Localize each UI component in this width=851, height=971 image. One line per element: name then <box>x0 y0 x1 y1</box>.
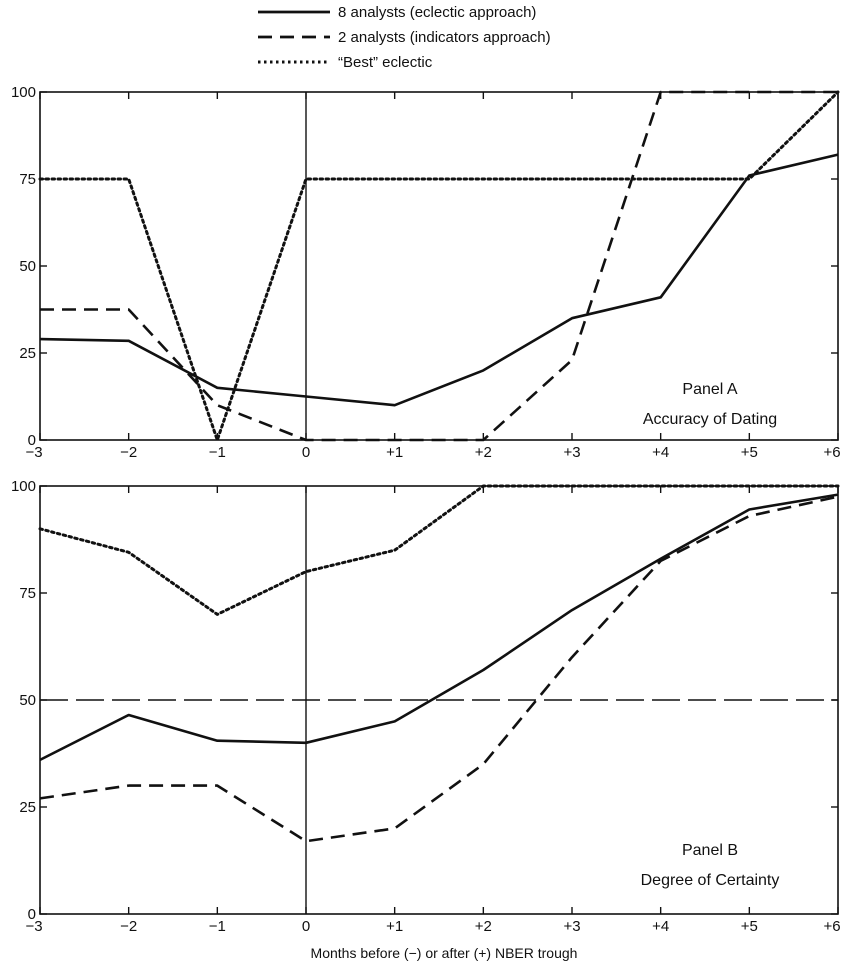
legend: 8 analysts (eclectic approach) 2 analyst… <box>258 4 551 71</box>
x-tick-label: −2 <box>120 444 137 461</box>
x-tick-label: +6 <box>823 918 840 935</box>
legend-item-dotted: “Best” eclectic <box>258 54 433 71</box>
x-tick-label: +3 <box>563 444 580 461</box>
x-axis-label: Months before (−) or after (+) NBER trou… <box>311 945 578 961</box>
x-tick-label: −2 <box>120 918 137 935</box>
y-tick-label: 0 <box>28 906 36 923</box>
series-line-dashed <box>40 90 838 442</box>
panel-a: 0 25 50 75 100 −3 −2 −1 0 +1 +2 +3 +4 +5 +6 Panel A Accu… <box>11 84 841 461</box>
y-tick-label: 100 <box>11 84 36 101</box>
series-line-dashed <box>39 495 839 843</box>
x-tick-label: +5 <box>741 918 758 935</box>
x-tick-label: +4 <box>652 444 669 461</box>
panel-subtitle: Degree of Certainty <box>641 872 780 889</box>
y-tick-label: 25 <box>19 799 36 816</box>
legend-label-dotted: “Best” eclectic <box>338 54 433 71</box>
x-tick-label: −3 <box>25 444 42 461</box>
series-line-dotted <box>38 90 840 442</box>
y-tick-label: 25 <box>19 345 36 362</box>
x-tick-label: +2 <box>475 444 492 461</box>
x-tick-label: +1 <box>386 918 403 935</box>
y-tick-label: 50 <box>19 258 36 275</box>
legend-label-dashed: 2 analysts (indicators approach) <box>338 29 551 46</box>
x-tick-label: 0 <box>302 444 310 461</box>
x-tick-label: +5 <box>741 444 758 461</box>
series-line-solid <box>39 153 839 407</box>
x-tick-label: −3 <box>25 918 42 935</box>
panel-subtitle: Accuracy of Dating <box>643 411 777 428</box>
x-tick-label: +2 <box>475 918 492 935</box>
legend-item-solid: 8 analysts (eclectic approach) <box>258 4 536 21</box>
x-tick-label: +4 <box>652 918 669 935</box>
x-tick-label: −1 <box>209 444 226 461</box>
panel-title: Panel A <box>682 381 737 398</box>
x-tick-label: −1 <box>209 918 226 935</box>
panel-b: 0 25 50 75 100 −3 −2 −1 0 +1 +2 +3 +4 +5 +6 Panel B Degr… <box>11 478 841 935</box>
x-tick-label: 0 <box>302 918 310 935</box>
y-tick-label: 0 <box>28 432 36 449</box>
legend-label-solid: 8 analysts (eclectic approach) <box>338 4 536 21</box>
series-line-solid <box>39 493 839 762</box>
legend-item-dashed: 2 analysts (indicators approach) <box>258 29 551 46</box>
y-tick-label: 75 <box>19 171 36 188</box>
y-tick-label: 50 <box>19 692 36 709</box>
panel-title: Panel B <box>682 842 738 859</box>
x-tick-label: +3 <box>563 918 580 935</box>
x-tick-label: +6 <box>823 444 840 461</box>
y-tick-label: 100 <box>11 478 36 495</box>
x-tick-label: +1 <box>386 444 403 461</box>
series-line-dotted <box>38 484 840 616</box>
y-tick-label: 75 <box>19 585 36 602</box>
